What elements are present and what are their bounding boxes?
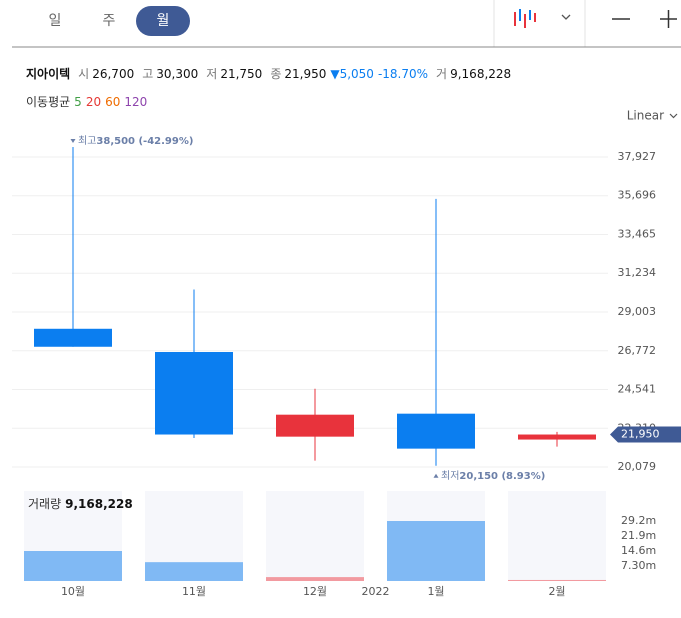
tab[interactable]: 주 <box>103 13 116 29</box>
quote-value: 30,300 <box>156 67 198 81</box>
volume-tick-label: 29.2m <box>621 514 656 527</box>
quote-value: 26,700 <box>92 67 134 81</box>
quote-label: 고 <box>142 67 153 81</box>
annotation-text: 38,500 (-42.99%) <box>96 136 193 147</box>
scale-mode[interactable]: Linear <box>627 109 664 123</box>
x-tick-label: 2월 <box>548 585 565 598</box>
annotation-marker <box>70 139 76 144</box>
volume-bar <box>145 562 243 581</box>
quote-value: 21,950 <box>284 67 326 81</box>
annotation-label: 최고 <box>78 135 96 147</box>
volume-bar <box>24 551 122 581</box>
zoom-in[interactable] <box>660 10 677 28</box>
change: ▼5,050 <box>330 67 374 81</box>
y-tick-label: 33,465 <box>618 227 657 240</box>
ma-legend: 이동평균 5 20 60 120 <box>26 95 147 109</box>
quote-value: 9,168,228 <box>450 67 511 81</box>
quote-label: 시 <box>78 67 89 81</box>
ma-period: 60 <box>105 95 120 109</box>
volume-bar <box>266 577 364 581</box>
tab[interactable]: 월 <box>157 13 170 29</box>
quote-label: 저 <box>206 67 217 81</box>
volume-value: 9,168,228 <box>65 497 133 511</box>
x-tick-label: 12월 <box>303 585 327 598</box>
candle-body <box>397 413 475 449</box>
y-tick-label: 29,003 <box>618 305 657 318</box>
ma-period: 5 <box>74 95 82 109</box>
candle-body <box>34 328 112 347</box>
annotation-marker <box>433 473 439 478</box>
y-tick-label: 35,696 <box>618 189 657 202</box>
candle-body <box>276 414 354 437</box>
volume-panel <box>508 491 606 581</box>
chart-type-icon[interactable] <box>514 9 536 28</box>
ma-period: 120 <box>124 95 147 109</box>
volume-bar <box>387 521 485 581</box>
quote-label: 거 <box>436 67 447 81</box>
volume-tick-label: 7.30m <box>621 559 656 572</box>
dropdown-chevron[interactable] <box>561 14 571 20</box>
year-marker: 2022 <box>362 585 390 598</box>
y-tick-label: 26,772 <box>618 344 657 357</box>
candle-body <box>518 434 596 440</box>
annotation-text: 20,150 (8.93%) <box>459 471 545 482</box>
volume-caption: 거래량 9,168,228 <box>28 497 133 511</box>
last-price-tag <box>610 426 681 443</box>
y-tick-label: 24,541 <box>618 383 657 396</box>
volume-tick-label: 21.9m <box>621 529 656 542</box>
volume-bar <box>508 579 606 581</box>
volume-panel <box>266 491 364 581</box>
annotation-label: 최저 <box>441 470 459 482</box>
quote-label: 종 <box>270 67 281 81</box>
change-pct: -18.70% <box>378 67 428 81</box>
candle-body <box>155 352 233 435</box>
tab[interactable]: 일 <box>49 13 62 29</box>
y-tick-label: 31,234 <box>618 266 657 279</box>
ma-period: 20 <box>86 95 101 109</box>
volume-tick-label: 14.6m <box>621 544 656 557</box>
annotation: 최고38,500 (-42.99%) <box>78 135 193 147</box>
x-tick-label: 11월 <box>182 585 206 598</box>
scale-chevron[interactable] <box>669 113 678 119</box>
volume-label: 거래량 <box>28 497 61 511</box>
x-tick-label: 10월 <box>61 585 85 598</box>
ma-label: 이동평균 <box>26 95 70 109</box>
quote-header: 지아이텍 시 26,700 고 30,300 저 21,750 종 21,950 ▼5,050 -1… <box>26 66 511 81</box>
x-tick-label: 1월 <box>427 585 444 598</box>
y-tick-label: 37,927 <box>618 150 657 163</box>
y-tick-label: 20,079 <box>618 460 657 473</box>
quote-value: 21,750 <box>220 67 262 81</box>
annotation: 최저20,150 (8.93%) <box>441 470 545 482</box>
stock-name: 지아이텍 <box>26 66 70 81</box>
last-price-label: 21,950 <box>621 428 660 441</box>
tab-selected-bg <box>136 6 190 36</box>
